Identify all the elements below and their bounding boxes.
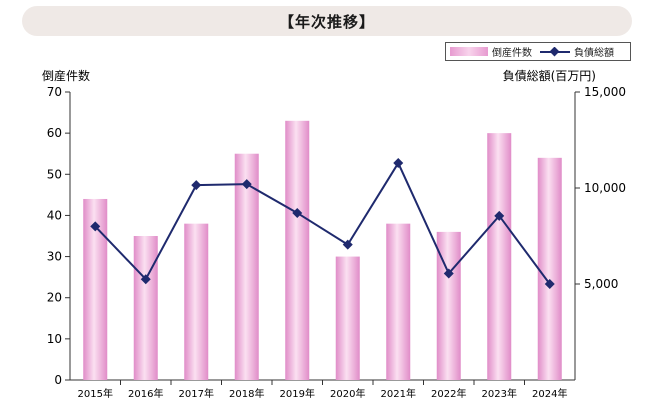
bar [285,120,310,381]
legend-line-swatch [540,46,570,56]
debt-line [94,160,551,285]
legend-line-label: 負債総額 [574,48,614,59]
debt-point [241,179,252,190]
bar [537,157,562,380]
debt-point [90,221,101,232]
chart-title-banner: 【年次推移】 [22,6,632,36]
y-tick-label: 40 [47,208,62,222]
bar [386,223,411,380]
x-tick-label: 2024年 [532,387,567,400]
debt-point [342,239,353,250]
y-tick-label: 10 [47,332,62,346]
y-tick-label: 30 [47,250,62,264]
chart-title: 【年次推移】 [278,12,375,31]
legend-bar-label: 倒産件数 [492,48,532,59]
bar [133,236,158,380]
debt-point [443,268,454,279]
debt-point [292,207,303,218]
y-tick-label: 60 [47,126,62,140]
y-tick-label: 70 [47,85,62,99]
bar [487,133,512,380]
debt-point [191,180,202,191]
debt-point [140,274,151,285]
debt-point [393,158,404,169]
y-tick-label: 20 [47,291,62,305]
x-tick-label: 2021年 [381,387,416,400]
y-tick-label: 0 [54,373,62,387]
bar [234,153,259,380]
bar [335,256,360,380]
x-tick-label: 2020年 [330,387,365,400]
x-tick-label: 2017年 [179,387,214,400]
x-tick-label: 2022年 [431,387,466,400]
bar [184,223,209,380]
legend-bar-swatch [450,47,488,56]
x-tick-label: 2015年 [78,387,113,400]
x-tick-label: 2016年 [128,387,163,400]
x-tick-label: 2019年 [280,387,315,400]
debt-point [544,279,555,289]
y-axis-title: 倒産件数 [42,68,90,83]
y2-axis-title: 負債総額(百万円) [503,68,596,83]
x-tick-label: 2023年 [482,387,517,400]
legend: 倒産件数 負債総額 [445,42,631,61]
y2-tick-label: 15,000 [584,85,626,99]
y2-tick-label: 10,000 [584,181,626,195]
y2-tick-label: 5,000 [584,277,618,291]
x-tick-label: 2018年 [229,387,264,400]
y-tick-label: 50 [47,167,62,181]
debt-point [494,210,505,221]
